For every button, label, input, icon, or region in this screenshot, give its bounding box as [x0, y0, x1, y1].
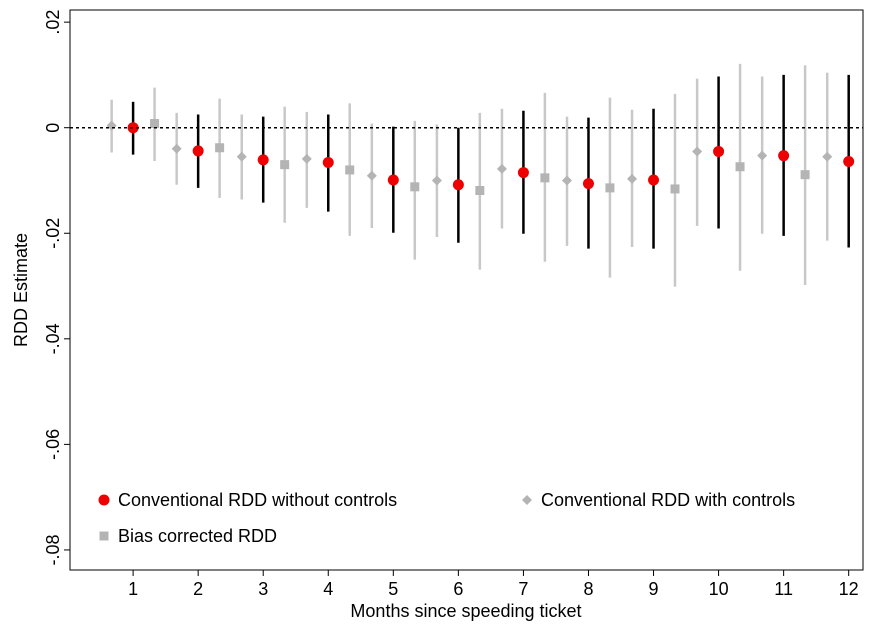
x-tick-label: 4: [323, 579, 333, 599]
legend-marker: [99, 531, 109, 541]
x-tick-label: 3: [258, 579, 268, 599]
point: [843, 155, 855, 167]
point: [410, 182, 420, 192]
point: [735, 162, 745, 172]
point: [171, 143, 182, 154]
point: [670, 184, 680, 194]
legend-label: Bias corrected RDD: [118, 526, 277, 546]
x-tick-label: 2: [193, 579, 203, 599]
point: [475, 186, 485, 196]
point: [800, 170, 810, 180]
x-tick-label: 10: [709, 579, 729, 599]
x-tick-label: 7: [518, 579, 528, 599]
point: [366, 170, 377, 181]
point: [713, 145, 725, 157]
point: [866, 176, 873, 185]
plot-frame: [69, 9, 864, 571]
x-tick-label: 8: [583, 579, 593, 599]
x-axis-label: Months since speeding ticket: [350, 601, 581, 621]
point: [106, 120, 117, 131]
point: [322, 157, 334, 169]
point: [627, 173, 638, 184]
point: [150, 118, 160, 128]
point: [236, 151, 247, 162]
legend-marker: [522, 495, 532, 505]
point: [822, 151, 833, 162]
point: [562, 175, 573, 186]
point: [387, 174, 399, 186]
point: [431, 175, 442, 186]
point: [345, 165, 355, 175]
point: [582, 178, 594, 190]
point: [257, 154, 269, 166]
point: [540, 173, 550, 183]
point: [692, 146, 703, 157]
point: [757, 150, 768, 161]
point: [192, 145, 204, 157]
legend-label: Conventional RDD without controls: [118, 490, 397, 510]
x-tick-label: 9: [649, 579, 659, 599]
y-tick-label: -.06: [43, 429, 63, 460]
y-tick-label: .02: [43, 10, 63, 35]
y-axis-label: RDD Estimate: [11, 233, 31, 347]
point: [778, 150, 790, 162]
point: [496, 163, 507, 174]
y-tick-label: -.02: [43, 218, 63, 249]
point: [215, 143, 225, 153]
x-tick-label: 12: [839, 579, 859, 599]
plot-area: [106, 63, 873, 287]
x-tick-label: 1: [128, 579, 138, 599]
point: [127, 122, 139, 134]
point: [517, 167, 529, 179]
point: [280, 160, 290, 170]
point: [648, 174, 660, 186]
legend-marker: [98, 494, 110, 506]
y-tick-label: -.04: [43, 323, 63, 354]
point: [605, 183, 615, 193]
x-tick-label: 5: [388, 579, 398, 599]
y-tick-label: 0: [43, 123, 63, 133]
legend-label: Conventional RDD with controls: [541, 490, 795, 510]
point: [301, 153, 312, 164]
y-tick-label: -.08: [43, 534, 63, 565]
x-tick-label: 11: [774, 579, 793, 599]
point: [452, 179, 464, 191]
x-tick-label: 6: [453, 579, 463, 599]
